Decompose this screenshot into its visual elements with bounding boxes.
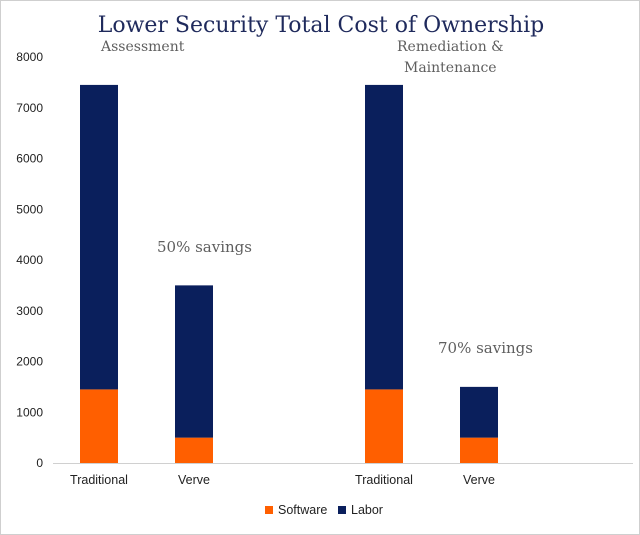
y-tick-label: 8000 <box>16 50 43 64</box>
legend-label-labor: Labor <box>351 503 383 517</box>
bar-labor-3 <box>460 386 498 438</box>
group-label-remediation-line2: Maintenance <box>404 60 497 76</box>
y-tick-label: 3000 <box>16 304 43 318</box>
x-category-label: Traditional <box>355 473 413 487</box>
y-tick-label: 5000 <box>16 202 43 216</box>
legend: Software Labor <box>265 503 383 517</box>
legend-swatch-labor <box>338 506 346 514</box>
y-tick-label: 4000 <box>16 253 43 267</box>
bar-software-1 <box>175 437 213 463</box>
legend-label-software: Software <box>278 503 327 517</box>
bar-software-2 <box>365 389 403 463</box>
bar-labor-1 <box>175 285 213 438</box>
group-label-remediation: Remediation & Maintenance <box>397 39 508 76</box>
bar-labor-0 <box>80 84 118 390</box>
chart-title: Lower Security Total Cost of Ownership <box>98 13 545 38</box>
bar-labor-2 <box>365 84 403 390</box>
legend-swatch-software <box>265 506 273 514</box>
y-tick-label: 2000 <box>16 355 43 369</box>
savings-annotation-70: 70% savings <box>438 339 533 357</box>
y-tick-label: 1000 <box>16 405 43 419</box>
x-category-label: Verve <box>178 473 210 487</box>
y-axis: 0 1000 2000 3000 4000 5000 6000 7000 8000 <box>16 50 633 470</box>
y-tick-label: 0 <box>36 456 43 470</box>
bar-software-0 <box>80 389 118 463</box>
category-labels: Traditional Verve Traditional Verve <box>70 473 495 487</box>
x-category-label: Verve <box>463 473 495 487</box>
x-category-label: Traditional <box>70 473 128 487</box>
bars <box>80 84 498 463</box>
bar-software-3 <box>460 437 498 463</box>
group-label-remediation-line1: Remediation & <box>397 39 504 55</box>
savings-annotation-50: 50% savings <box>157 238 252 256</box>
group-label-assessment: Assessment <box>100 39 185 55</box>
y-tick-label: 7000 <box>16 101 43 115</box>
y-tick-label: 6000 <box>16 152 43 166</box>
